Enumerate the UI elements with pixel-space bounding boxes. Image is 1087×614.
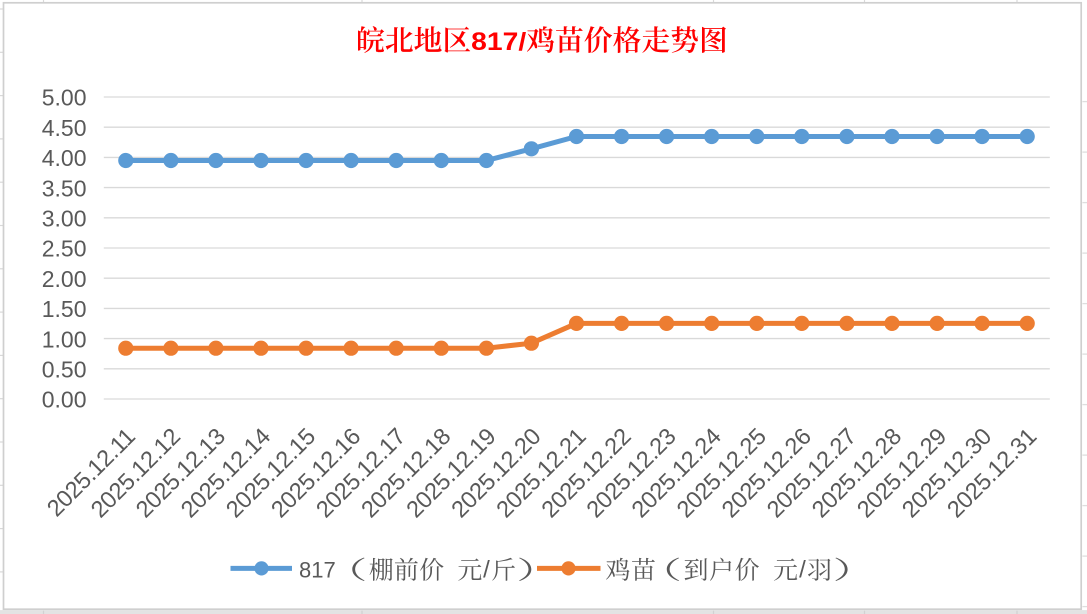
svg-text:/: / — [483, 557, 490, 584]
svg-text:1.00: 1.00 — [42, 326, 87, 352]
svg-text:0.00: 0.00 — [42, 387, 87, 413]
svg-text:4.00: 4.00 — [42, 145, 87, 171]
svg-text:3.00: 3.00 — [42, 206, 87, 232]
svg-text:/: / — [799, 557, 806, 584]
svg-text:4.50: 4.50 — [42, 115, 87, 141]
svg-text:1.50: 1.50 — [42, 296, 87, 322]
svg-text:2.50: 2.50 — [42, 236, 87, 262]
svg-text:2.00: 2.00 — [42, 266, 87, 292]
svg-text:0.50: 0.50 — [42, 357, 87, 383]
svg-text:817/: 817/ — [471, 29, 526, 56]
svg-text:817: 817 — [299, 558, 336, 583]
svg-text:3.50: 3.50 — [42, 175, 87, 201]
svg-text:5.00: 5.00 — [42, 85, 87, 111]
